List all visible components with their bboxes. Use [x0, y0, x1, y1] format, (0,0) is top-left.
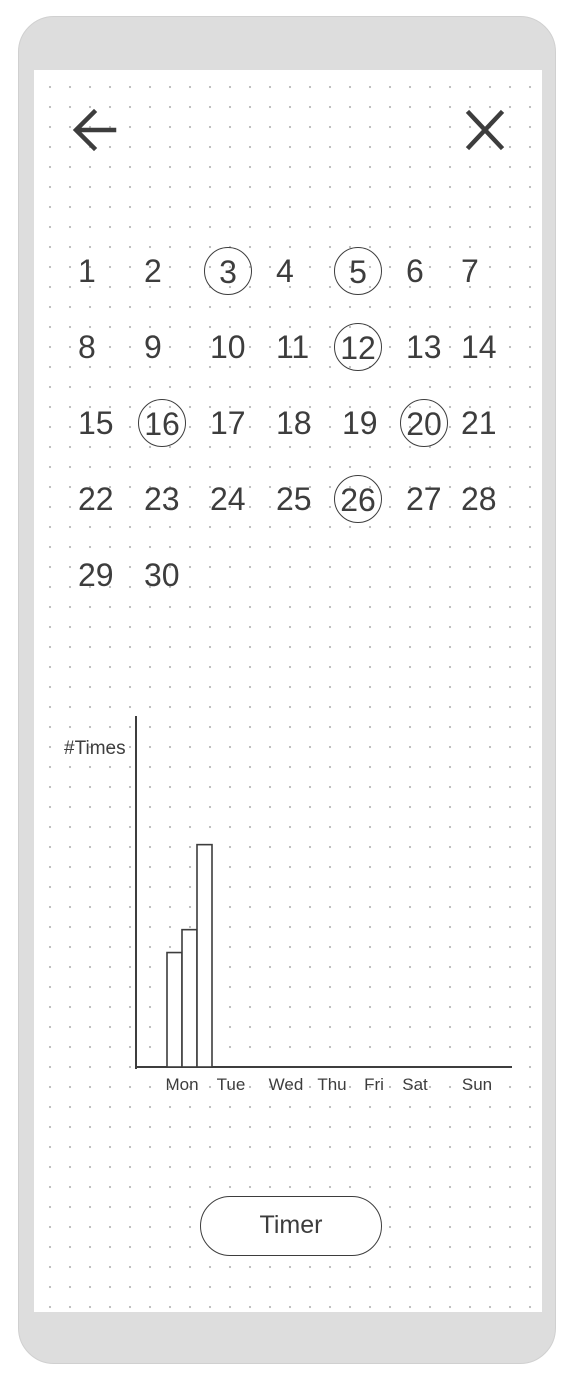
weekly-bar-chart: #Times Mon Tue Wed Thu Fri Sat Sun — [34, 710, 542, 1110]
calendar-day-16[interactable]: 16 — [138, 399, 186, 447]
chart-x-tick-fri: Fri — [364, 1075, 384, 1094]
close-button[interactable] — [460, 106, 510, 154]
calendar-day-9[interactable]: 9 — [144, 329, 162, 365]
calendar-day-17[interactable]: 17 — [210, 405, 246, 441]
chart-canvas: Mon Tue Wed Thu Fri Sat Sun — [135, 716, 512, 1094]
calendar-day-27[interactable]: 27 — [406, 481, 442, 517]
chart-x-tick-wed: Wed — [269, 1075, 304, 1094]
calendar-day-4[interactable]: 4 — [276, 253, 294, 289]
calendar-day-24[interactable]: 24 — [210, 481, 246, 517]
calendar-day-10[interactable]: 10 — [210, 329, 246, 365]
timer-button[interactable]: Timer — [200, 1196, 382, 1256]
calendar-day-25[interactable]: 25 — [276, 481, 312, 517]
calendar-day-1[interactable]: 1 — [78, 253, 96, 289]
chart-x-tick-thu: Thu — [317, 1075, 346, 1094]
calendar-day-28[interactable]: 28 — [461, 481, 497, 517]
calendar-day-14[interactable]: 14 — [461, 329, 497, 365]
chart-y-axis-label: #Times — [64, 738, 126, 759]
arrow-left-icon — [72, 108, 117, 152]
chart-x-tick-tue: Tue — [217, 1075, 246, 1094]
calendar-day-18[interactable]: 18 — [276, 405, 312, 441]
calendar-day-20[interactable]: 20 — [400, 399, 448, 447]
chart-x-tick-mon: Mon — [165, 1075, 198, 1094]
calendar-day-2[interactable]: 2 — [144, 253, 162, 289]
calendar-day-15[interactable]: 15 — [78, 405, 114, 441]
calendar-day-6[interactable]: 6 — [406, 253, 424, 289]
calendar-day-26[interactable]: 26 — [334, 475, 382, 523]
app-screen: 1 2 3 4 5 6 7 8 9 10 11 12 13 14 15 16 17 18 19 20 21 22 23 24 2… — [34, 70, 542, 1312]
calendar-day-22[interactable]: 22 — [78, 481, 114, 517]
close-icon — [465, 109, 505, 151]
chart-x-tick-sat: Sat — [402, 1075, 428, 1094]
calendar-day-3[interactable]: 3 — [204, 247, 252, 295]
calendar-day-7[interactable]: 7 — [461, 253, 479, 289]
calendar-day-12[interactable]: 12 — [334, 323, 382, 371]
calendar-day-21[interactable]: 21 — [461, 405, 497, 441]
chart-bar-mon-2 — [181, 928, 198, 1068]
chart-bar-mon-3 — [196, 843, 213, 1068]
calendar-day-13[interactable]: 13 — [406, 329, 442, 365]
chart-x-tick-sun: Sun — [462, 1075, 492, 1094]
calendar-day-19[interactable]: 19 — [342, 405, 378, 441]
calendar-day-5[interactable]: 5 — [334, 247, 382, 295]
calendar-day-23[interactable]: 23 — [144, 481, 180, 517]
calendar-day-8[interactable]: 8 — [78, 329, 96, 365]
back-button[interactable] — [70, 106, 120, 154]
calendar-day-11[interactable]: 11 — [276, 329, 310, 365]
calendar-day-30[interactable]: 30 — [144, 557, 180, 593]
calendar-day-29[interactable]: 29 — [78, 557, 114, 593]
chart-bar-mon-1 — [166, 951, 183, 1068]
